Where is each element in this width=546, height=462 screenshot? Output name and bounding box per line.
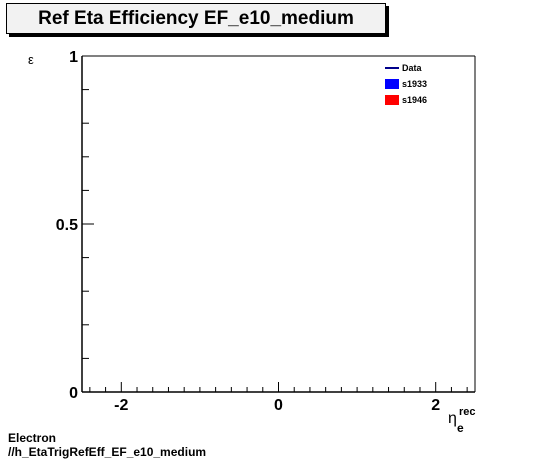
- caption-particle: Electron: [8, 431, 57, 445]
- x-tick-label: 0: [274, 397, 283, 414]
- x-tick-label: -2: [114, 397, 128, 414]
- y-tick-label: 1: [69, 49, 78, 66]
- chart-title: Ref Eta Efficiency EF_e10_medium: [6, 3, 386, 34]
- legend-label: Data: [402, 63, 423, 73]
- axis-ticks: [82, 55, 468, 393]
- y-tick-label: 0: [69, 385, 78, 402]
- x-axis-label-superscript: rec: [459, 406, 476, 418]
- x-axis-label-base: η: [448, 410, 457, 427]
- legend: Data s1933 s1946: [385, 63, 427, 105]
- caption-histogram-path: //h_EtaTrigRefEff_EF_e10_medium: [8, 445, 207, 459]
- axis-tick-labels: -2 0 2 0 0.5 1: [56, 49, 440, 414]
- y-axis-label: ε: [28, 52, 34, 67]
- legend-label: s1933: [402, 79, 427, 89]
- plot-axes: [81, 55, 476, 393]
- x-axis-label-subscript: e: [457, 421, 464, 435]
- legend-swatch-fill: [385, 79, 399, 89]
- x-tick-label: 2: [431, 397, 440, 414]
- legend-swatch-fill: [385, 95, 399, 105]
- legend-label: s1946: [402, 95, 427, 105]
- y-tick-label: 0.5: [56, 217, 78, 234]
- x-axis-label: η rec e: [448, 406, 476, 435]
